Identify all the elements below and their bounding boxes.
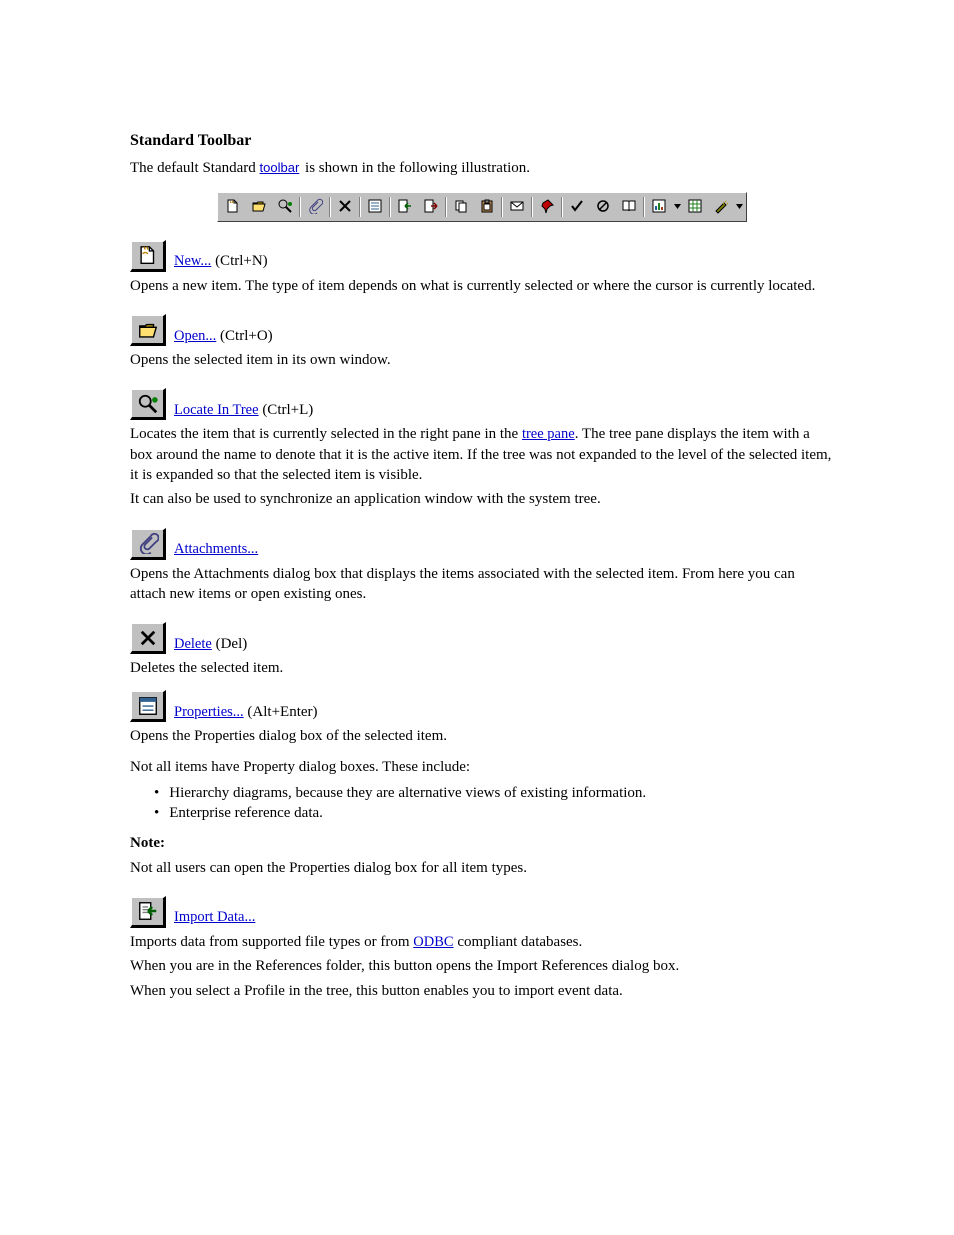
properties-shortcut: (Alt+Enter) — [247, 704, 317, 720]
locate-desc2: It can also be used to synchronize an ap… — [130, 489, 834, 509]
entry-import: Import Data... Imports data from support… — [130, 896, 834, 1001]
delete-button[interactable] — [130, 622, 166, 654]
properties-link[interactable]: Properties... — [174, 704, 244, 720]
delete-shortcut: (Del) — [216, 636, 248, 652]
standard-toolbar — [217, 192, 747, 222]
locate-button[interactable] — [130, 388, 166, 420]
note-body: Not all users can open the Properties di… — [130, 858, 834, 878]
import-icon[interactable] — [392, 194, 418, 218]
copy-icon[interactable] — [448, 194, 474, 218]
new-button[interactable] — [130, 240, 166, 272]
book-icon[interactable] — [616, 194, 642, 218]
toolbar-illustration — [130, 192, 834, 222]
intro-prefix: The default Standard — [130, 160, 260, 176]
properties-bullets: Hierarchy diagrams, because they are alt… — [154, 783, 834, 824]
paste-icon[interactable] — [474, 194, 500, 218]
attachments-link[interactable]: Attachments... — [174, 541, 258, 557]
delete-icon[interactable] — [332, 194, 358, 218]
properties-desc: Opens the Properties dialog box of the s… — [130, 726, 834, 746]
mail-icon[interactable] — [504, 194, 530, 218]
open-link[interactable]: Open... — [174, 328, 216, 344]
new-desc: Opens a new item. The type of item depen… — [130, 276, 834, 296]
wizard-icon[interactable] — [708, 194, 734, 218]
delete-desc: Deletes the selected item. — [130, 658, 834, 678]
properties-button[interactable] — [130, 690, 166, 722]
open-desc: Opens the selected item in its own windo… — [130, 350, 834, 370]
import-extra1: When you are in the References folder, t… — [130, 956, 834, 976]
open-shortcut: (Ctrl+O) — [220, 328, 273, 344]
odbc-link[interactable]: ODBC — [413, 934, 453, 950]
entry-properties: Properties... (Alt+Enter) Opens the Prop… — [130, 690, 834, 878]
dropdown-arrow-icon[interactable] — [672, 194, 682, 220]
check-icon[interactable] — [564, 194, 590, 218]
delete-link[interactable]: Delete — [174, 636, 212, 652]
locate-icon[interactable] — [272, 194, 298, 218]
excel-chart-icon[interactable] — [646, 194, 672, 218]
bullet-icon — [154, 783, 159, 803]
section-heading: Standard Toolbar — [130, 130, 834, 152]
bullet-text: Enterprise reference data. — [169, 803, 323, 823]
tree-pane-link[interactable]: tree pane — [522, 426, 575, 442]
new-shortcut: (Ctrl+N) — [215, 253, 268, 269]
export-icon[interactable] — [418, 194, 444, 218]
bullet-icon — [154, 803, 159, 823]
entry-new: New... (Ctrl+N) Opens a new item. The ty… — [130, 240, 834, 296]
locate-shortcut: (Ctrl+L) — [262, 402, 313, 418]
entry-locate: Locate In Tree (Ctrl+L) Locates the item… — [130, 388, 834, 509]
locate-link[interactable]: Locate In Tree — [174, 402, 259, 418]
import-link[interactable]: Import Data... — [174, 909, 255, 925]
pushpin-icon[interactable] — [534, 194, 560, 218]
entry-open: Open... (Ctrl+O) Opens the selected item… — [130, 314, 834, 370]
attachments-button[interactable] — [130, 528, 166, 560]
nocircle-icon[interactable] — [590, 194, 616, 218]
open-button[interactable] — [130, 314, 166, 346]
properties-note: Note: — [130, 833, 834, 853]
page: Standard Toolbar The default Standard to… — [0, 0, 954, 1235]
import-extra2: When you select a Profile in the tree, t… — [130, 981, 834, 1001]
intro-line: The default Standard toolbar is shown in… — [130, 158, 834, 178]
properties-subheading: Not all items have Property dialog boxes… — [130, 757, 834, 777]
open-icon[interactable] — [246, 194, 272, 218]
properties-icon[interactable] — [362, 194, 388, 218]
entry-delete: Delete (Del) Deletes the selected item. — [130, 622, 834, 678]
bullet-text: Hierarchy diagrams, because they are alt… — [169, 783, 646, 803]
attachments-icon[interactable] — [302, 194, 328, 218]
note-label: Note: — [130, 835, 165, 851]
import-button[interactable] — [130, 896, 166, 928]
excel-table-icon[interactable] — [682, 194, 708, 218]
locate-desc: Locates the item that is currently selec… — [130, 424, 834, 485]
new-icon[interactable] — [220, 194, 246, 218]
entry-attachments: Attachments... Opens the Attachments dia… — [130, 528, 834, 605]
new-link[interactable]: New... — [174, 253, 211, 269]
attachments-desc: Opens the Attachments dialog box that di… — [130, 564, 834, 605]
import-desc: Imports data from supported file types o… — [130, 932, 834, 953]
dropdown-arrow-icon[interactable] — [734, 194, 744, 220]
intro-suffix: is shown in the following illustration. — [301, 160, 530, 176]
toolbar-link[interactable]: toolbar — [260, 160, 300, 175]
